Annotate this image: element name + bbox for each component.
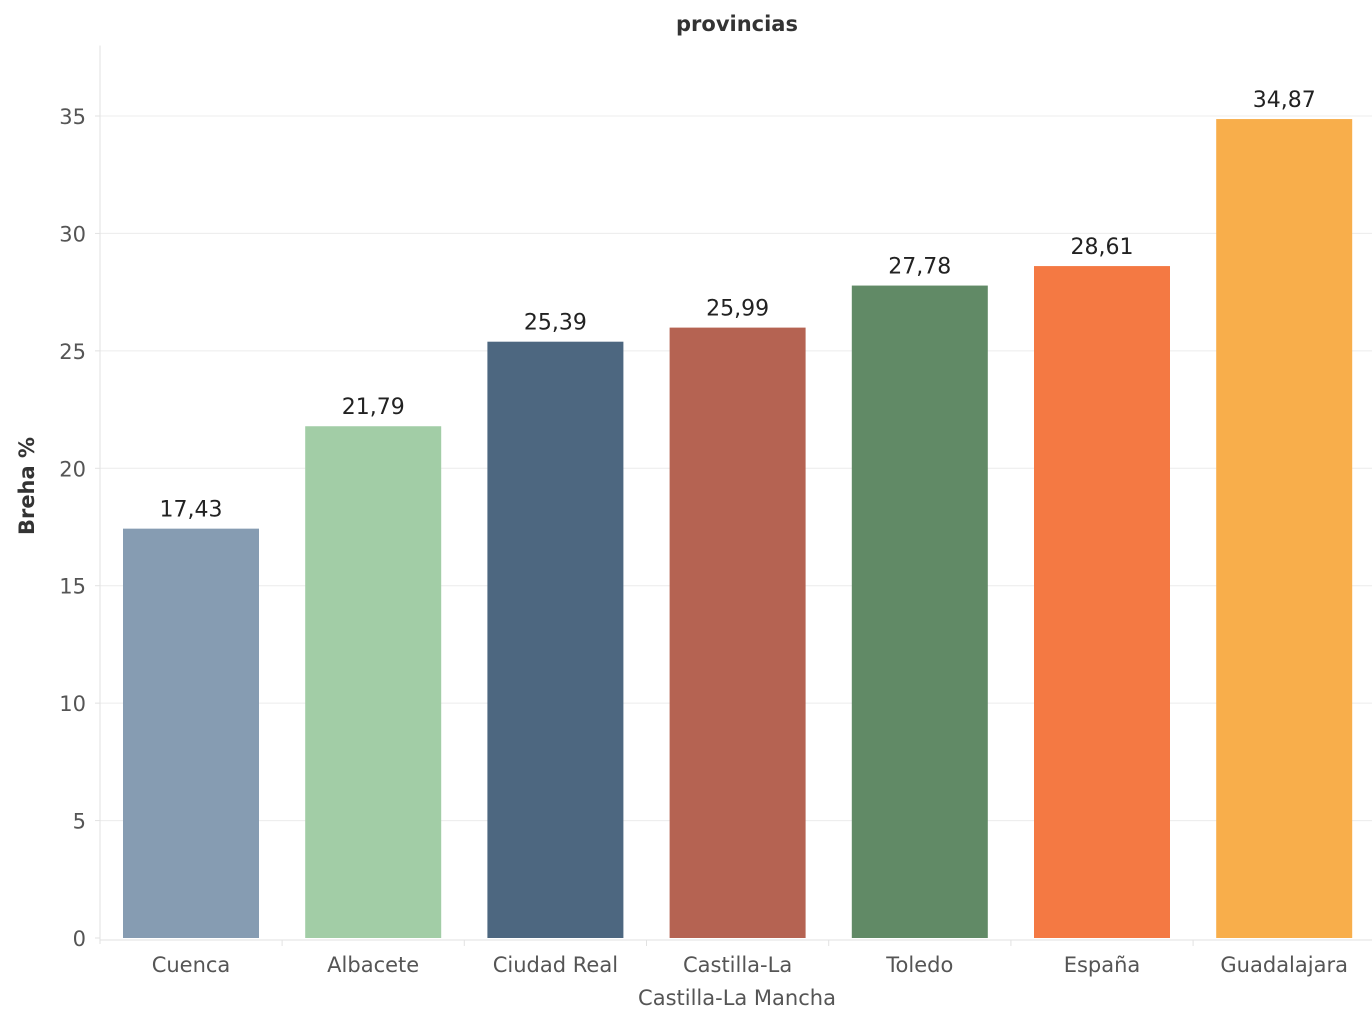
x-axis-label: Castilla-La Mancha [638, 986, 836, 1010]
value-labels: 17,43 21,79 25,39 25,99 27,78 28,61 34,87 [160, 88, 1316, 523]
y-tick-label: 5 [73, 810, 86, 834]
bar [487, 341, 624, 938]
y-tick-label: 0 [73, 927, 86, 951]
bar [851, 285, 988, 938]
bar [1034, 266, 1170, 938]
axes [95, 45, 1372, 946]
y-tick-label: 25 [59, 340, 86, 364]
x-category-label: Castilla-La [683, 953, 792, 977]
bar [1216, 119, 1353, 938]
bar [305, 426, 442, 938]
x-category-label: Cuenca [152, 953, 231, 977]
bar-value-label: 21,79 [342, 395, 405, 420]
bar-value-label: 25,39 [524, 311, 587, 336]
x-category-label: Toledo [885, 953, 953, 977]
x-category-label: Guadalajara [1220, 953, 1348, 977]
bar-value-label: 34,87 [1253, 88, 1316, 113]
bar-value-label: 28,61 [1071, 235, 1134, 260]
bar-value-label: 25,99 [706, 297, 769, 322]
bar [123, 528, 259, 938]
bar [669, 327, 806, 938]
bar-value-label: 27,78 [888, 255, 951, 280]
x-category-label: Ciudad Real [493, 953, 618, 977]
y-axis-label: Breha % [15, 437, 39, 535]
chart-title: provincias [676, 12, 798, 36]
y-tick-label: 15 [59, 575, 86, 599]
x-category-label: España [1064, 953, 1141, 977]
y-tick-labels: 0 5 10 15 20 25 30 35 [59, 105, 86, 951]
x-category-labels: Cuenca Albacete Ciudad Real Castilla-La Tole… [152, 953, 1348, 977]
y-tick-label: 30 [59, 222, 86, 246]
bars [123, 119, 1353, 938]
bar-value-label: 17,43 [160, 498, 223, 523]
y-tick-label: 35 [59, 105, 86, 129]
y-tick-label: 10 [59, 692, 86, 716]
x-category-label: Albacete [327, 953, 419, 977]
y-tick-label: 20 [59, 457, 86, 481]
